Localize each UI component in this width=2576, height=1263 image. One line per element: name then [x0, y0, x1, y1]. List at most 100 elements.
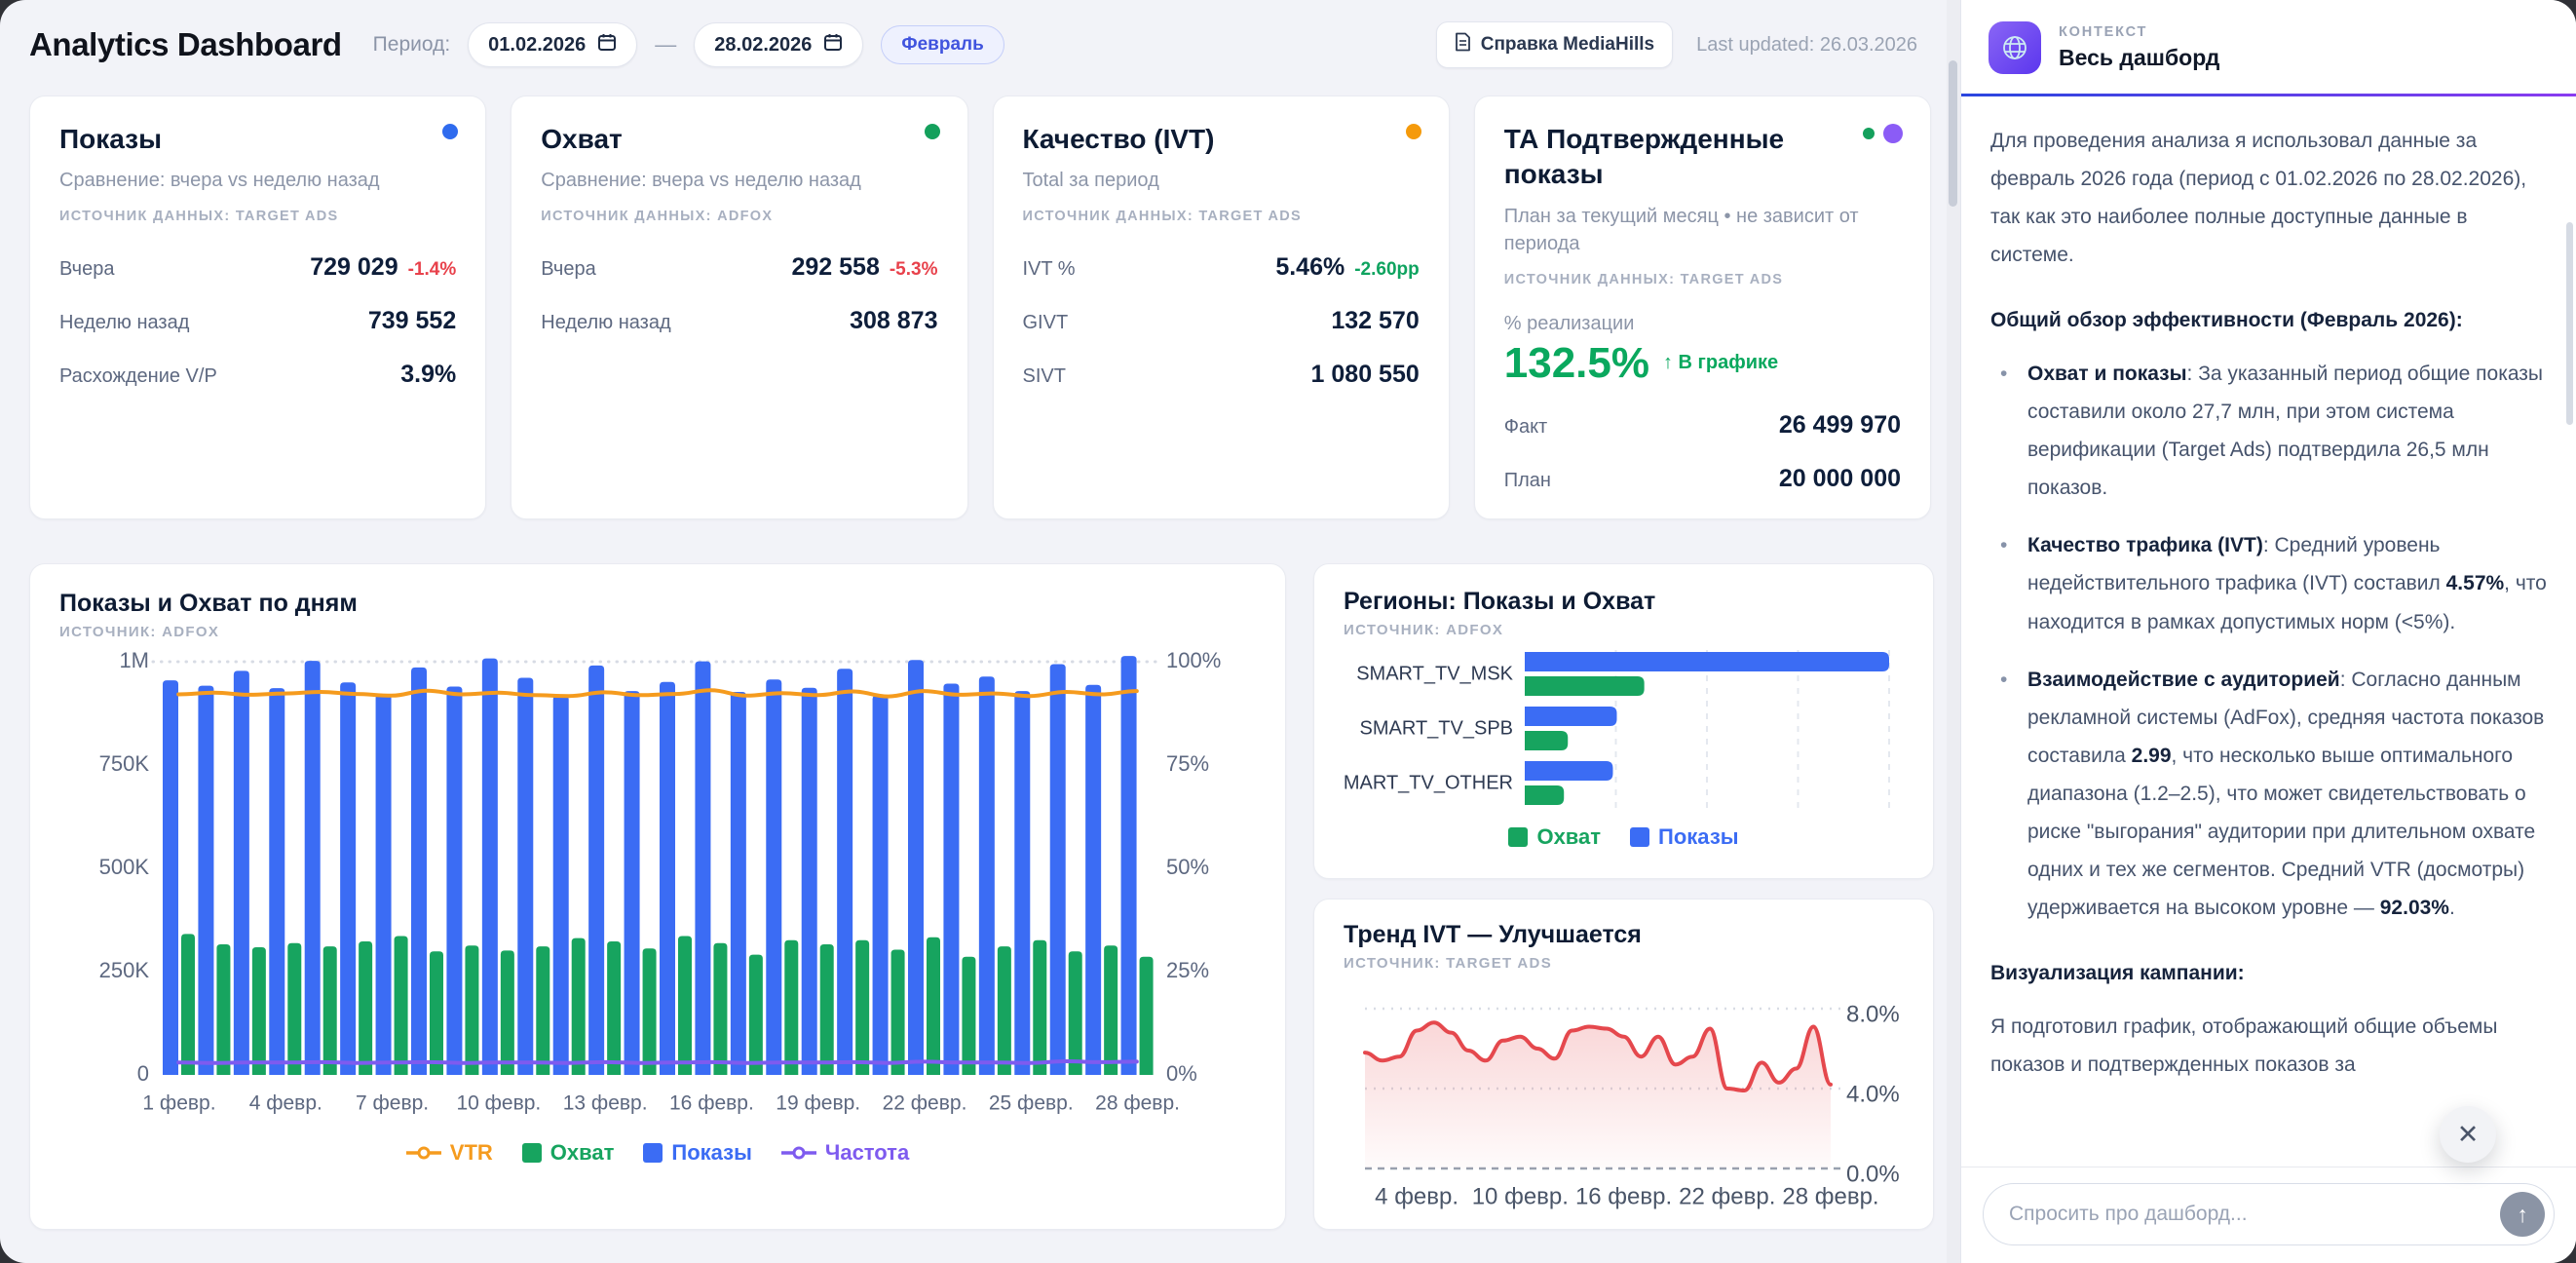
- svg-text:1 февр.: 1 февр.: [142, 1092, 215, 1115]
- main-chart-source: ИСТОЧНИК: ADFOX: [59, 624, 1256, 640]
- daily-impressions-chart-card: Показы и Охват по дням ИСТОЧНИК: ADFOX 1…: [29, 563, 1286, 1230]
- date-to-input[interactable]: 28.02.2026: [694, 22, 863, 67]
- realization-label: % реализации: [1504, 313, 1901, 335]
- kpi-card-title: Показы: [59, 122, 456, 157]
- context-analysis-text: Для проведения анализа я использовал дан…: [1961, 96, 2576, 1167]
- period-label: Период:: [373, 33, 451, 57]
- kpi-card-source: ИСТОЧНИК ДАННЫХ: TARGET ADS: [1023, 209, 1420, 224]
- kpi-card-3: Качество (IVT) Total за период ИСТОЧНИК ДА…: [993, 96, 1450, 519]
- main-scrollbar-thumb[interactable]: [1949, 60, 1957, 207]
- svg-text:19 февр.: 19 февр.: [776, 1092, 860, 1115]
- svg-text:0%: 0%: [1166, 1061, 1197, 1086]
- ivt-chart-canvas: 8.0%4.0%0.0%4 февр.10 февр.16 февр.22 фе…: [1344, 977, 1909, 1211]
- help-button-label: Справка MediaHills: [1481, 34, 1654, 56]
- kpi-row-value: 26 499 970: [1779, 411, 1901, 440]
- kpi-card-source: ИСТОЧНИК ДАННЫХ: ADFOX: [541, 209, 937, 224]
- chat-input-pill: ↑: [1983, 1183, 2555, 1245]
- kpi-row-label: Неделю назад: [541, 312, 670, 334]
- kpi-card-subtitle: Total за период: [1023, 167, 1420, 194]
- ivt-chart-title: Тренд IVT — Улучшается: [1344, 921, 1904, 949]
- close-icon: ✕: [2457, 1120, 2480, 1150]
- svg-text:100%: 100%: [1166, 648, 1221, 672]
- status-dots: [1863, 124, 1903, 143]
- svg-text:SMART_TV_OTHER: SMART_TV_OTHER: [1344, 772, 1513, 793]
- status-dot: [1406, 124, 1421, 139]
- kpi-cards-row: Показы Сравнение: вчера vs неделю назад ИС…: [29, 96, 1931, 519]
- kpi-row-label: Факт: [1504, 416, 1547, 439]
- kpi-row-План: План 20 000 000: [1504, 465, 1901, 493]
- sidebar-scrollbar-thumb[interactable]: [2566, 222, 2573, 425]
- kpi-row-Неделю назад: Неделю назад 308 873: [541, 307, 937, 335]
- chat-input-bar: ↑: [1961, 1167, 2576, 1263]
- dashboard-main: Analytics Dashboard Период: 01.02.2026 —…: [0, 0, 1960, 1263]
- svg-text:4.0%: 4.0%: [1846, 1081, 1900, 1107]
- context-paragraph: Для проведения анализа я использовал дан…: [1990, 122, 2547, 274]
- chat-input[interactable]: [2009, 1203, 2500, 1226]
- help-mediahills-button[interactable]: Справка MediaHills: [1436, 21, 1673, 68]
- kpi-row-label: SIVT: [1023, 365, 1066, 388]
- send-arrow-icon: ↑: [2517, 1202, 2528, 1228]
- realization-note: ↑ В графике: [1663, 352, 1778, 374]
- context-bullet-list: Охват и показы: За указанный период общи…: [1990, 355, 2547, 927]
- svg-text:25%: 25%: [1166, 958, 1209, 982]
- svg-text:7 февр.: 7 февр.: [356, 1092, 429, 1115]
- kpi-row-value: 20 000 000: [1779, 465, 1901, 493]
- svg-text:4 февр.: 4 февр.: [249, 1092, 322, 1115]
- regions-chart-title: Регионы: Показы и Охват: [1344, 588, 1904, 616]
- kpi-row-value: 308 873: [850, 307, 937, 335]
- legend-item-Охват: Охват: [1508, 824, 1601, 850]
- svg-text:28 февр.: 28 февр.: [1782, 1183, 1878, 1209]
- regions-chart-source: ИСТОЧНИК: ADFOX: [1344, 622, 1904, 638]
- kpi-row-value: 132 570: [1331, 307, 1419, 335]
- legend-item-Охват: Охват: [522, 1140, 615, 1166]
- kpi-row-Расхождение V/P: Расхождение V/P3.9%: [59, 361, 456, 389]
- send-button[interactable]: ↑: [2500, 1192, 2545, 1237]
- date-range-separator: —: [655, 32, 676, 57]
- kpi-row-value: 1 080 550: [1311, 361, 1420, 389]
- date-from-value: 01.02.2026: [488, 34, 586, 57]
- svg-text:10 февр.: 10 февр.: [456, 1092, 541, 1115]
- date-from-input[interactable]: 01.02.2026: [468, 22, 637, 67]
- globe-icon: [1989, 21, 2041, 74]
- kpi-row-label: Расхождение V/P: [59, 365, 217, 388]
- kpi-row-SIVT: SIVT 1 080 550: [1023, 361, 1420, 389]
- context-bullet-item: Охват и показы: За указанный период общи…: [1990, 355, 2547, 507]
- svg-text:1M: 1M: [119, 648, 149, 672]
- kpi-row-label: План: [1504, 470, 1551, 492]
- svg-text:10 февр.: 10 февр.: [1472, 1183, 1569, 1209]
- kpi-row-value: 292 558-5.3%: [791, 253, 937, 282]
- svg-text:75%: 75%: [1166, 751, 1209, 776]
- kpi-card-title: ТА Подтвержденные показы: [1504, 122, 1901, 193]
- kpi-card-subtitle: План за текущий месяц • не зависит от пе…: [1504, 203, 1901, 257]
- status-dot: [1883, 124, 1903, 143]
- date-to-value: 28.02.2026: [714, 34, 812, 57]
- app-window: Analytics Dashboard Период: 01.02.2026 —…: [0, 0, 2576, 1263]
- kpi-card-1: ПоказыСравнение: вчера vs неделю назадИС…: [29, 96, 486, 519]
- status-dot: [925, 124, 940, 139]
- legend-item-Частота: Частота: [781, 1140, 909, 1166]
- kpi-row-Неделю назад: Неделю назад739 552: [59, 307, 456, 335]
- main-chart-canvas: 1M750K500K250K0100%75%50%25%0%1 февр.4 ф…: [59, 640, 1254, 1128]
- ivt-chart-source: ИСТОЧНИК: TARGET ADS: [1344, 955, 1904, 972]
- kpi-row-IVT %: IVT %5.46%-2.60pp: [1023, 253, 1420, 282]
- svg-text:50%: 50%: [1166, 855, 1209, 879]
- context-kicker: КОНТЕКСТ: [2059, 24, 2219, 40]
- svg-text:22 февр.: 22 февр.: [883, 1092, 967, 1115]
- kpi-card-subtitle: Сравнение: вчера vs неделю назад: [59, 167, 456, 194]
- svg-text:SMART_TV_SPB: SMART_TV_SPB: [1360, 717, 1513, 739]
- close-button[interactable]: ✕: [2440, 1106, 2496, 1163]
- context-paragraph: Я подготовил график, отображающий общие …: [1990, 1008, 2547, 1084]
- context-heading: Общий обзор эффективности (Февраль 2026)…: [1990, 301, 2547, 339]
- context-header: КОНТЕКСТ Весь дашборд: [1961, 0, 2576, 94]
- kpi-row-value: 729 029-1.4%: [310, 253, 456, 282]
- svg-text:4 февр.: 4 февр.: [1375, 1183, 1458, 1209]
- kpi-card-title: Качество (IVT): [1023, 122, 1420, 157]
- main-chart-legend: VTRОхватПоказыЧастота: [59, 1140, 1256, 1166]
- context-sidebar: КОНТЕКСТ Весь дашборд Для проведения ана…: [1960, 0, 2576, 1263]
- main-scrollbar-track[interactable]: [1947, 0, 1960, 1263]
- kpi-row-Вчера: Вчера729 029-1.4%: [59, 253, 456, 282]
- legend-item-Показы: Показы: [1630, 824, 1739, 850]
- status-dot: [1863, 128, 1875, 139]
- realization-value: 132.5%↑ В графике: [1504, 339, 1901, 388]
- status-dots: [925, 124, 940, 139]
